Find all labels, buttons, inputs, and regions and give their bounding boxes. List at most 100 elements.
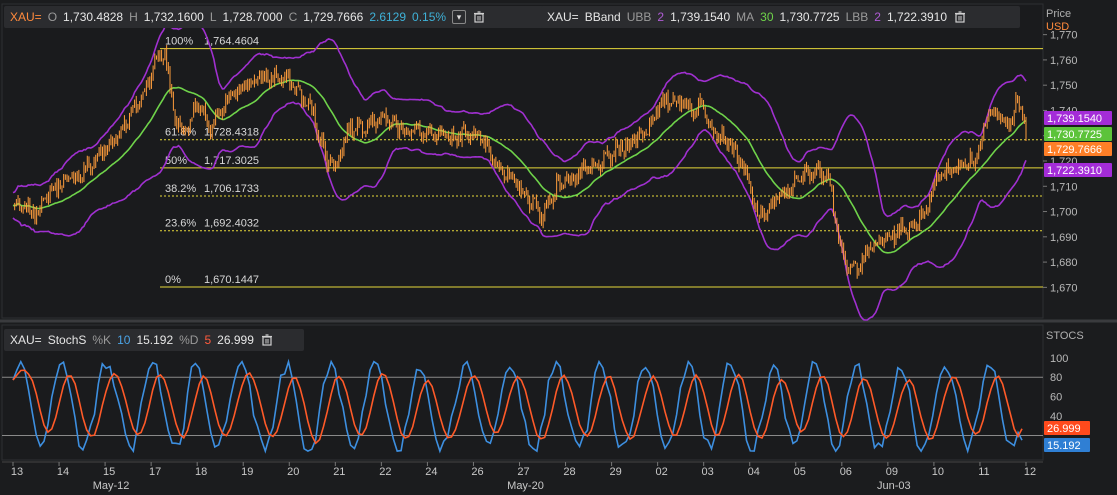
fib-pct-label: 100% <box>165 36 193 48</box>
x-month-label: May-12 <box>93 480 130 492</box>
fib-pct-label: 61.8% <box>165 127 196 139</box>
d-value: 26.999 <box>217 333 254 347</box>
fib-pct-label: 50% <box>165 155 187 167</box>
d-label: %D <box>179 333 199 347</box>
price-tag: 1,722.3910 <box>1047 165 1102 177</box>
ma-value: 1,730.7725 <box>779 10 840 24</box>
price-tag: 1,730.7725 <box>1047 129 1102 141</box>
x-tick-label: 10 <box>932 466 944 478</box>
stoch-tag: 26.999 <box>1047 423 1081 435</box>
x-tick-label: 21 <box>333 466 345 478</box>
stoch-tick-label: 100 <box>1050 353 1068 365</box>
x-tick-label: 03 <box>702 466 714 478</box>
price-tick-label: 1,670 <box>1050 282 1078 294</box>
price-tag: 1,729.7666 <box>1047 144 1102 156</box>
x-tick-label: 06 <box>840 466 852 478</box>
x-tick-label: 18 <box>195 466 207 478</box>
stoch-tag-bg <box>1044 421 1090 435</box>
price-tick-label: 1,770 <box>1050 30 1078 42</box>
trash-icon[interactable] <box>472 10 486 24</box>
x-tick-label: 11 <box>978 466 989 478</box>
price-tick-label: 1,750 <box>1050 80 1078 92</box>
trash-icon[interactable] <box>953 10 967 24</box>
stoch-tick-label: 60 <box>1050 392 1062 404</box>
low-label: L <box>209 10 217 24</box>
x-month-label: Jun-03 <box>877 480 911 492</box>
price-tick-label: 1,700 <box>1050 207 1078 219</box>
fib-value-label: 1,764.4604 <box>204 36 259 48</box>
close-value: 1,729.7666 <box>303 10 364 24</box>
stoch-name: StochS <box>47 333 87 347</box>
close-label: C <box>288 10 298 24</box>
x-tick-label: 09 <box>886 466 898 478</box>
price-tick-label: 1,680 <box>1050 257 1078 269</box>
high-value: 1,732.1600 <box>143 10 204 24</box>
chevron-down-icon[interactable]: ▾ <box>452 10 467 24</box>
x-month-label: May-20 <box>507 480 544 492</box>
d-param: 5 <box>204 333 212 347</box>
x-tick-label: 27 <box>517 466 529 478</box>
fib-value-label: 1,717.3025 <box>204 155 259 167</box>
fib-pct-label: 23.6% <box>165 218 196 230</box>
stoch-tick-label: 80 <box>1050 372 1062 384</box>
price-tag-bg <box>1044 127 1112 141</box>
open-value: 1,730.4828 <box>63 10 124 24</box>
x-tick-label: 20 <box>287 466 299 478</box>
x-tick-label: 14 <box>57 466 69 478</box>
lbb-value: 1,722.3910 <box>886 10 948 24</box>
stoch-header: XAU= StochS %K 10 15.192 %D 5 26.999 <box>4 329 304 351</box>
x-tick-label: 24 <box>425 466 437 478</box>
price-tag-bg <box>1044 142 1112 156</box>
change-pct: 0.15% <box>412 10 447 24</box>
price-symbol: XAU= <box>10 10 42 24</box>
k-line <box>12 358 1023 454</box>
lower-band-line <box>12 101 1027 321</box>
price-tick-label: 1,690 <box>1050 232 1078 244</box>
price-tag-bg <box>1044 111 1112 125</box>
bband-symbol: XAU= <box>547 10 579 24</box>
ma-param: 30 <box>760 10 774 24</box>
x-tick-label: 29 <box>609 466 621 478</box>
low-value: 1,728.7000 <box>222 10 283 24</box>
k-label: %K <box>92 333 112 347</box>
bband-header: XAU= BBand UBB 2 1,739.1540 MA 30 1,730.7725… <box>541 6 1020 28</box>
price-tick-label: 1,710 <box>1050 181 1078 193</box>
stoch-tag: 15.192 <box>1047 440 1081 452</box>
x-tick-label: 19 <box>241 466 253 478</box>
high-label: H <box>129 10 138 24</box>
x-tick-label: 05 <box>794 466 806 478</box>
stoch-tick-label: 40 <box>1050 411 1062 423</box>
x-tick-label: 02 <box>656 466 668 478</box>
fib-value-label: 1,728.4318 <box>204 127 259 139</box>
x-tick-label: 26 <box>471 466 483 478</box>
fib-pct-label: 38.2% <box>165 183 196 195</box>
price-tag: 1,739.1540 <box>1047 113 1102 125</box>
ubb-label: UBB <box>626 10 652 24</box>
lbb-param: 2 <box>874 10 881 24</box>
fib-value-label: 1,670.1447 <box>204 274 259 286</box>
fib-value-label: 1,692.4032 <box>204 218 259 230</box>
d-line <box>12 369 1023 445</box>
x-tick-label: 28 <box>563 466 575 478</box>
x-tick-label: 22 <box>379 466 391 478</box>
x-tick-label: 13 <box>11 466 23 478</box>
ma-label: MA <box>736 10 755 24</box>
k-value: 15.192 <box>136 333 174 347</box>
stoch-tag-bg <box>1044 438 1090 452</box>
price-header: XAU= O 1,730.4828 H 1,732.1600 L 1,728.7000… <box>4 6 544 28</box>
fib-pct-label: 0% <box>165 274 181 286</box>
x-tick-label: 04 <box>748 466 760 478</box>
price-axis-title: Price <box>1046 8 1072 20</box>
open-label: O <box>47 10 58 24</box>
ubb-value: 1,739.1540 <box>670 10 731 24</box>
ubb-param: 2 <box>657 10 665 24</box>
stoch-symbol: XAU= <box>10 333 42 347</box>
fib-value-label: 1,706.1733 <box>204 183 259 195</box>
bband-name: BBand <box>584 10 621 24</box>
trash-icon[interactable] <box>260 333 274 347</box>
price-tick-label: 1,760 <box>1050 55 1078 67</box>
x-tick-label: 15 <box>103 466 115 478</box>
x-tick-label: 12 <box>1024 466 1036 478</box>
stoch-axis-title: STOCS <box>1046 330 1084 342</box>
